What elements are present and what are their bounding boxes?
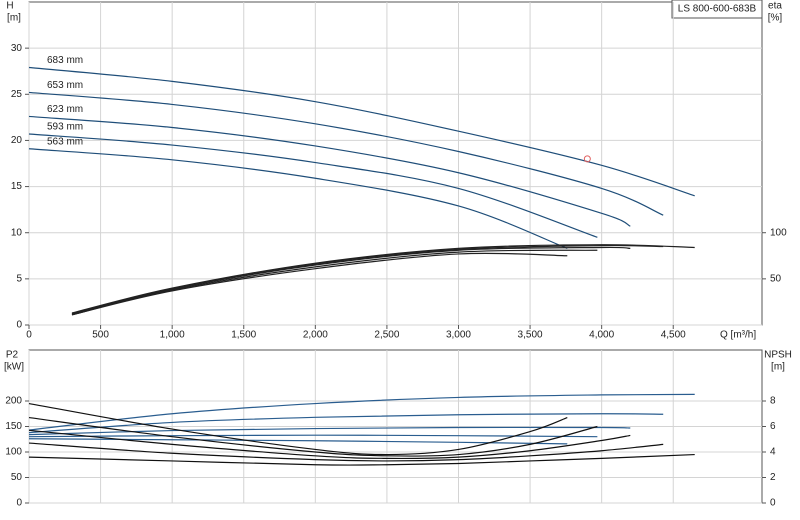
curve	[28, 148, 568, 249]
x-tick-label: 3,000	[446, 330, 471, 341]
curve	[28, 434, 598, 438]
y2-tick-label: 8	[770, 396, 776, 407]
x-tick-label: 0	[26, 330, 32, 341]
curve	[28, 133, 598, 238]
curve	[28, 402, 568, 456]
y-tick-label: 200	[5, 396, 22, 407]
x-tick-label: 1,500	[231, 330, 256, 341]
curve	[28, 429, 631, 460]
y2-tick-label: 50	[770, 273, 782, 284]
x-tick-label: 2,000	[303, 330, 328, 341]
curve	[28, 393, 695, 431]
curve	[71, 244, 695, 314]
x-tick-label: 4,000	[589, 330, 614, 341]
x-tick-label: 2,500	[374, 330, 399, 341]
y-tick-label: 150	[5, 421, 22, 432]
y2-tick-label: 2	[770, 472, 776, 483]
legend-box	[671, 0, 763, 19]
top-frame	[28, 1, 763, 326]
y-unit: [m]	[7, 13, 21, 24]
curve-label: 623 mm	[47, 104, 83, 115]
curve-label: 683 mm	[47, 55, 83, 66]
x-tick-label: 1,000	[160, 330, 185, 341]
curve	[28, 426, 631, 436]
y-tick-label: 15	[11, 181, 23, 192]
y-tick-label: 5	[16, 273, 22, 284]
legend-label: LS 800-600-683B	[678, 4, 757, 15]
x-tick-label: 500	[92, 330, 109, 341]
curve	[71, 244, 664, 315]
y-tick-label: 50	[11, 472, 23, 483]
duty-point	[583, 155, 591, 163]
y2-label: eta	[768, 1, 782, 12]
curve	[28, 413, 664, 434]
curve-label: 653 mm	[47, 80, 83, 91]
x-tick-label: 4,500	[661, 330, 686, 341]
curve-label: 563 mm	[47, 136, 83, 147]
curve	[71, 246, 631, 315]
x-tick-label: 3,500	[518, 330, 543, 341]
y-tick-label: 25	[11, 89, 23, 100]
y2-tick-label: 4	[770, 447, 776, 458]
y2-tick-label: 100	[770, 227, 787, 238]
curve	[71, 249, 598, 316]
y-tick-label: 0	[16, 498, 22, 509]
curve-label: 593 mm	[47, 122, 83, 133]
curve	[28, 442, 664, 462]
y2-label: NPSH	[764, 350, 792, 361]
curve	[71, 252, 568, 316]
y2-unit: [m]	[771, 362, 785, 373]
curve	[28, 453, 695, 466]
y-tick-label: 100	[5, 447, 22, 458]
x-label: Q [m³/h]	[720, 330, 756, 341]
y-tick-label: 10	[11, 227, 23, 238]
y-tick-label: 20	[11, 135, 23, 146]
y-label: H	[6, 1, 13, 12]
y-label: P2	[6, 350, 19, 361]
y-tick-label: 30	[11, 43, 23, 54]
curve	[28, 91, 664, 216]
y-unit: [kW]	[4, 362, 24, 373]
curve	[28, 115, 631, 227]
y2-unit: [%]	[768, 13, 783, 24]
curve	[28, 66, 695, 197]
y2-tick-label: 6	[770, 421, 776, 432]
curve	[28, 416, 598, 457]
y2-tick-label: 0	[770, 498, 776, 509]
y-tick-label: 0	[16, 320, 22, 331]
